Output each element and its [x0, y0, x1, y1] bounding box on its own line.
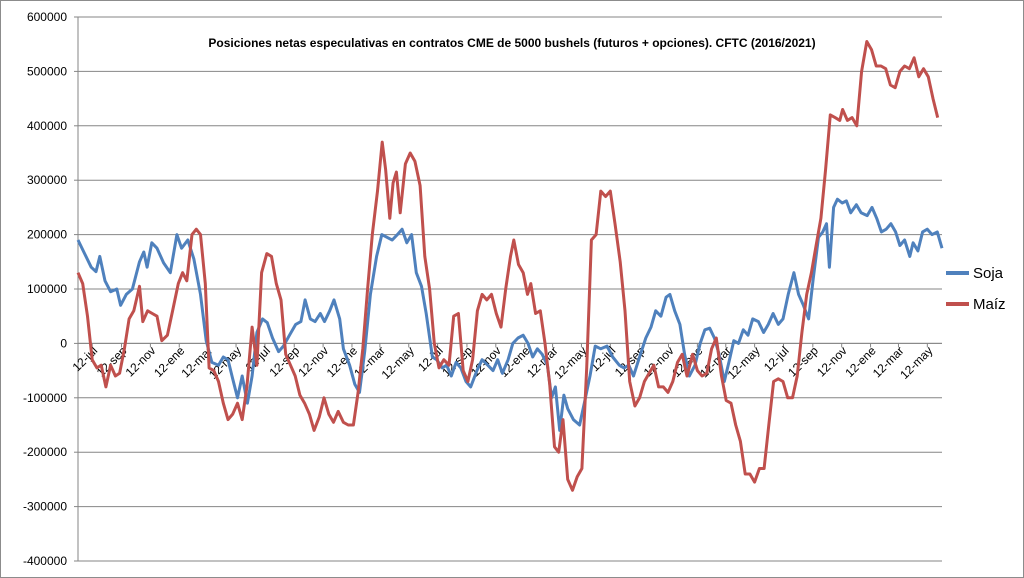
y-tick-label: -300000 — [23, 500, 67, 514]
x-tick-label: 12-may — [379, 344, 417, 382]
y-tick-label: 100000 — [27, 282, 67, 296]
gridlines — [74, 16, 942, 562]
y-tick-label: -200000 — [23, 445, 67, 459]
x-tick-label: 12-nov — [295, 344, 331, 380]
y-axis-tick-labels: -400000 -300000 -200000 -100000 0 100000 20000… — [23, 10, 67, 568]
y-tick-label: 300000 — [27, 173, 67, 187]
chart-title: Posiciones netas especulativas en contra… — [208, 36, 815, 50]
legend: Soja Maíz — [946, 265, 1006, 313]
x-tick-label: 12-nov — [814, 344, 850, 380]
y-tick-label: 0 — [60, 336, 67, 350]
y-tick-label: -100000 — [23, 391, 67, 405]
legend-label: Soja — [973, 265, 1004, 282]
series-line-maiz — [76, 40, 940, 492]
y-tick-label: 600000 — [27, 10, 67, 24]
x-tick-label: 12-nov — [123, 344, 159, 380]
y-tick-label: 200000 — [27, 228, 67, 242]
series-lines — [76, 40, 944, 492]
series-line-soja — [76, 197, 944, 432]
y-tick-label: 500000 — [27, 64, 67, 78]
x-tick-label: 12-may — [897, 344, 935, 382]
x-axis-tick-labels: 12-jul12-sep12-nov12-ene12-mar12-may12-j… — [70, 343, 936, 381]
y-tick-label: 400000 — [27, 119, 67, 133]
x-tick-label: 12-may — [551, 344, 589, 382]
y-tick-label: -400000 — [23, 554, 67, 568]
x-tick-label: 12-sep — [785, 343, 821, 379]
x-tick-label: 12-nov — [641, 344, 677, 380]
legend-label: Maíz — [973, 296, 1006, 313]
